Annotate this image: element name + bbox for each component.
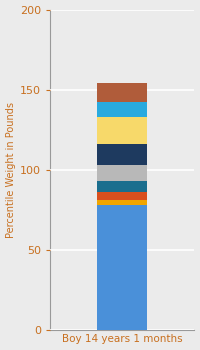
Bar <box>97 165 147 181</box>
Bar <box>97 117 147 144</box>
Bar <box>97 200 147 205</box>
Bar <box>97 83 147 102</box>
Bar <box>97 102 147 117</box>
Bar <box>97 205 147 330</box>
Y-axis label: Percentile Weight in Pounds: Percentile Weight in Pounds <box>6 102 16 238</box>
Bar <box>97 144 147 165</box>
Bar <box>97 181 147 192</box>
Bar <box>97 192 147 200</box>
